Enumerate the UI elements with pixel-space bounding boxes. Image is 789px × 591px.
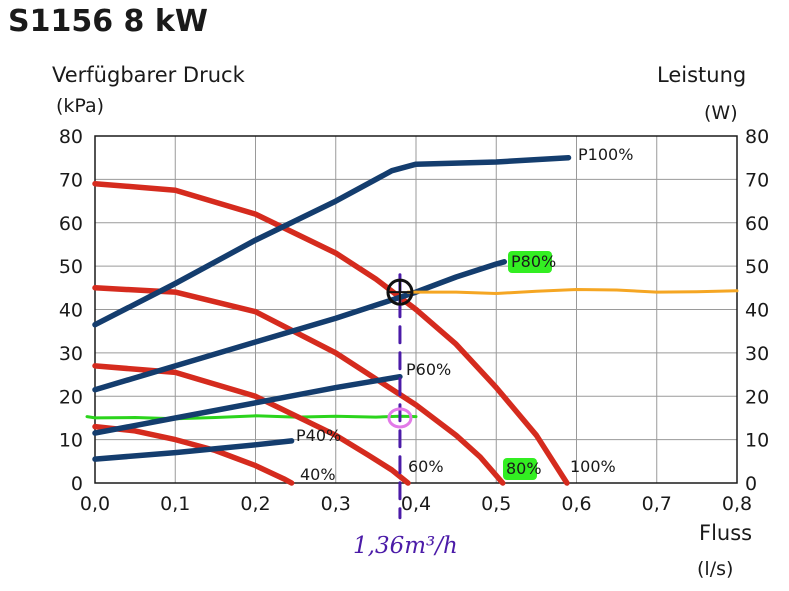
x-tick-label: 0,7 <box>642 493 672 515</box>
x-tick-label: 0,8 <box>722 493 752 515</box>
pressure-label-80: 80% <box>506 459 542 478</box>
x-axis-unit: (l/s) <box>697 558 734 580</box>
y-tick-label: 60 <box>59 213 83 235</box>
power-label-p100: P100% <box>578 145 633 164</box>
y2-tick-label: 20 <box>745 386 769 408</box>
handdrawn-circle-marker <box>387 407 413 429</box>
x-tick-label: 0,2 <box>240 493 270 515</box>
y-tick-label: 30 <box>59 343 83 365</box>
y2-tick-label: 50 <box>745 256 769 278</box>
x-tick-label: 0,3 <box>321 493 351 515</box>
y-tick-label: 40 <box>59 300 83 322</box>
y-tick-label: 10 <box>59 430 83 452</box>
y-tick-label: 20 <box>59 386 83 408</box>
pressure-curve-60 <box>92 363 411 486</box>
y2-tick-label: 70 <box>745 169 769 191</box>
right-axis-label: Leistung <box>657 63 747 87</box>
power-label-p60: P60% <box>406 360 451 379</box>
x-tick-label: 0,1 <box>160 493 190 515</box>
pressure-label-80-highlight <box>503 458 537 480</box>
y2-tick-label: 40 <box>745 300 769 322</box>
power-label-p80: P80% <box>511 252 556 271</box>
chart-title: S1156 8 kW <box>8 4 208 39</box>
x-tick-label: 0,0 <box>80 493 110 515</box>
power-curve-P60 <box>92 373 403 436</box>
y-tick-label: 0 <box>71 473 83 495</box>
right-axis-unit: (W) <box>704 102 738 124</box>
handdrawn-orange-line <box>406 287 739 296</box>
y2-tick-label: 10 <box>745 430 769 452</box>
left-axis-unit: (kPa) <box>56 95 105 117</box>
y2-tick-label: 80 <box>745 126 769 148</box>
y2-tick-label: 60 <box>745 213 769 235</box>
y2-tick-label: 0 <box>745 473 757 495</box>
left-axis-label: Verfügbarer Druck <box>52 63 245 87</box>
pressure-label-100: 100% <box>570 457 616 476</box>
handdrawn-green-line <box>85 414 418 421</box>
plot-frame <box>94 135 738 484</box>
power-curve-P100 <box>92 154 572 328</box>
y-tick-label: 50 <box>59 256 83 278</box>
x-tick-label: 0,5 <box>481 493 511 515</box>
power-curve-P80 <box>92 259 508 393</box>
y-tick-label: 70 <box>59 169 83 191</box>
y-tick-label: 80 <box>59 126 83 148</box>
handwritten-flow-value: 1,36m³/h <box>353 533 458 559</box>
power-curve-P40 <box>92 438 295 462</box>
x-axis-label: Fluss <box>699 521 753 545</box>
power-label-p40: P40% <box>296 426 341 445</box>
pressure-label-40: 40% <box>300 465 336 484</box>
pressure-curve-100 <box>92 180 570 486</box>
x-tick-label: 0,6 <box>561 493 591 515</box>
y2-tick-label: 30 <box>745 343 769 365</box>
x-tick-label: 0,4 <box>401 493 431 515</box>
operating-point-circle <box>386 278 414 306</box>
pressure-label-60: 60% <box>408 457 444 476</box>
power-label-p80-highlight <box>508 251 552 273</box>
